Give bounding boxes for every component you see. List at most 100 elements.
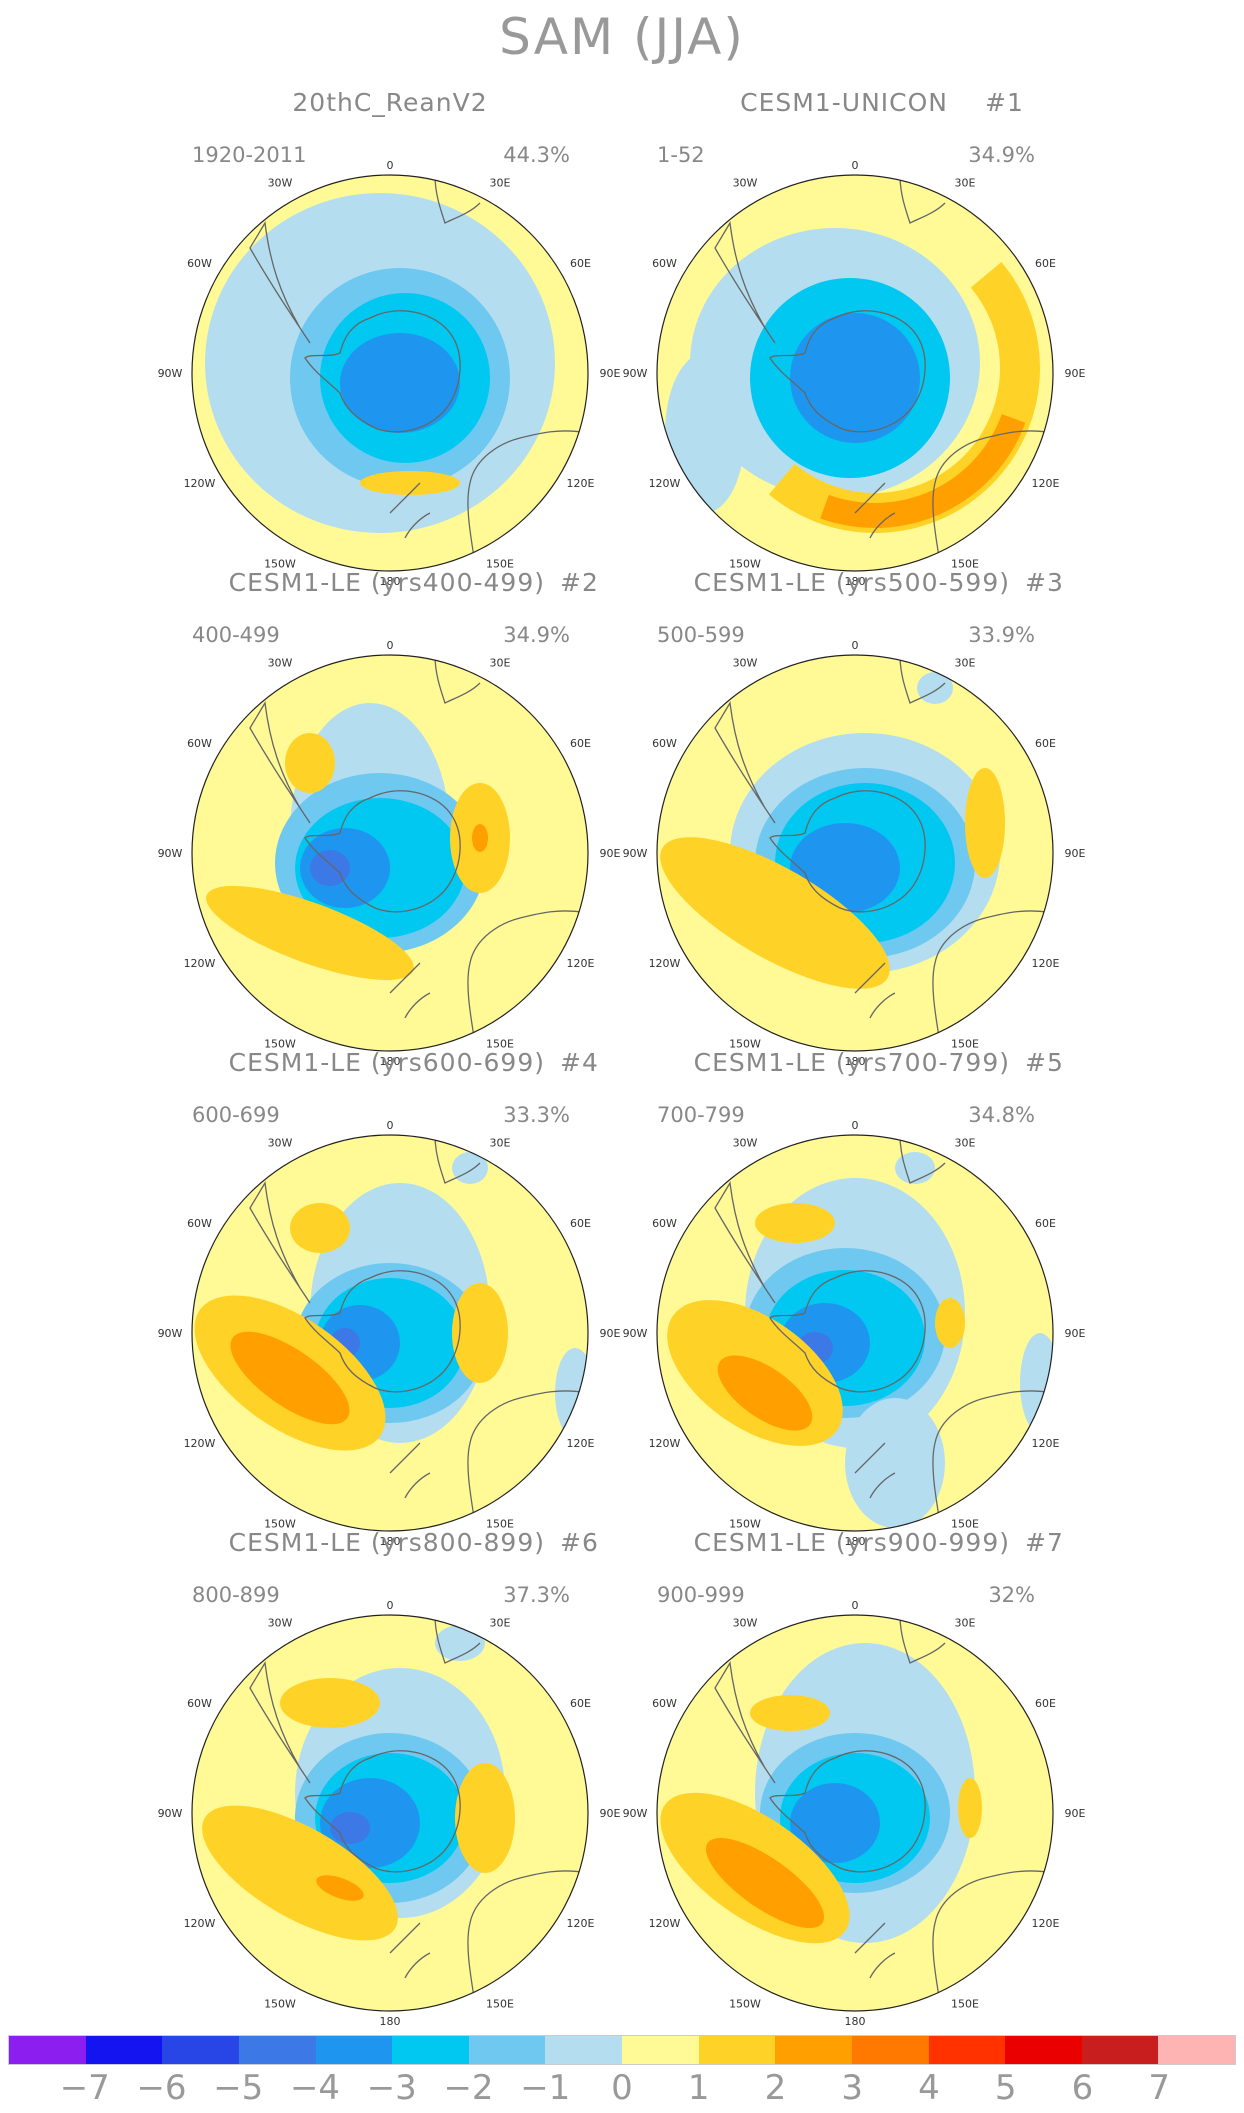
- longitude-label: 90W: [623, 1807, 648, 1820]
- panel-tag: #5: [1025, 1048, 1064, 1077]
- coast-new-zealand: [389, 482, 431, 539]
- coast-south-america: [249, 221, 311, 344]
- longitude-label: 150E: [486, 558, 514, 571]
- contour-region: [320, 1778, 420, 1868]
- coast-australia: [467, 1870, 588, 2004]
- contour-region: [755, 1203, 835, 1243]
- longitude-label: 120E: [567, 477, 595, 490]
- coast-africa: [434, 1135, 481, 1184]
- longitude-label: 30E: [955, 1617, 976, 1630]
- longitude-label: 30E: [955, 1137, 976, 1150]
- panel-title: CESM1-LE (yrs900-999): [693, 1528, 1010, 1557]
- longitude-label: 60E: [570, 737, 591, 750]
- colorbar-label: −6: [136, 2068, 187, 2108]
- contour-region: [705, 1837, 825, 1929]
- longitude-label: 120W: [649, 477, 681, 490]
- coast-africa: [899, 655, 946, 704]
- contour-region: [285, 733, 335, 793]
- contour-region: [360, 471, 460, 495]
- contour-region: [316, 1875, 364, 1901]
- contour-region: [280, 1678, 380, 1728]
- longitude-label: 180: [845, 575, 866, 588]
- coast-africa: [434, 175, 481, 224]
- colorbar-swatch: [851, 2036, 929, 2064]
- longitude-label: 90E: [600, 1327, 621, 1340]
- colorbar-swatch: [468, 2036, 546, 2064]
- longitude-label: 60W: [652, 1697, 677, 1710]
- colorbar-label: −1: [520, 2068, 571, 2108]
- longitude-label: 60W: [187, 1217, 212, 1230]
- longitude-label: 180: [380, 1055, 401, 1068]
- contour-region: [290, 1203, 350, 1253]
- longitude-label: 180: [845, 2015, 866, 2028]
- longitude-label: 120E: [567, 957, 595, 970]
- longitude-label: 180: [845, 1535, 866, 1548]
- coast-new-zealand: [389, 1922, 431, 1979]
- colorbar-swatch: [545, 2036, 622, 2064]
- longitude-label: 60W: [187, 737, 212, 750]
- longitude-label: 0: [852, 1599, 859, 1612]
- contour-region: [935, 1298, 965, 1348]
- polar-map: 0 30E 60E 90E 120E 150E 180 150W 120W 90W 60W 30W: [158, 1119, 621, 1548]
- longitude-label: 90E: [600, 367, 621, 380]
- contour-region: [310, 850, 350, 886]
- contour-region: [965, 768, 1005, 878]
- coast-new-zealand: [389, 962, 431, 1019]
- longitude-label: 150W: [264, 1518, 296, 1531]
- coast-south-america: [714, 701, 776, 824]
- panel-years: 800-899: [192, 1583, 280, 1607]
- polar-map: 0 30E 60E 90E 120E 150E 180 150W 120W 90W 60W 30W: [623, 1119, 1086, 1548]
- contour-region: [820, 414, 1026, 528]
- panel-title: CESM1-UNICON: [740, 88, 948, 117]
- colorbar-label: 6: [1071, 2068, 1094, 2108]
- contour-region: [790, 313, 920, 443]
- contour-region: [452, 1283, 508, 1383]
- longitude-label: 150W: [264, 558, 296, 571]
- map-border: [656, 654, 1054, 1052]
- polar-map: 0 30E 60E 90E 120E 150E 180 150W 120W 90W 60W 30W: [623, 1599, 1086, 2028]
- panel-title: CESM1-LE (yrs500-599): [693, 568, 1010, 597]
- contour-region: [555, 1348, 588, 1438]
- longitude-label: 150E: [486, 1998, 514, 2011]
- map-border: [656, 1134, 1054, 1532]
- longitude-label: 30W: [733, 1617, 758, 1630]
- longitude-label: 150E: [951, 1998, 979, 2011]
- longitude-label: 60E: [1035, 257, 1056, 270]
- panel-tag: #1: [985, 88, 1024, 117]
- coast-australia: [467, 1390, 588, 1524]
- longitude-label: 90W: [623, 847, 648, 860]
- polar-map: 0 30E 60E 90E 120E 150E 180 150W 120W 90W 60W 30W: [623, 639, 1086, 1068]
- longitude-label: 150W: [264, 1038, 296, 1051]
- longitude-label: 180: [380, 1535, 401, 1548]
- longitude-label: 150E: [951, 1518, 979, 1531]
- coast-africa: [434, 655, 481, 704]
- coast-antarctica: [769, 1750, 926, 1873]
- longitude-label: 150W: [729, 1998, 761, 2011]
- polar-map: 0 30E 60E 90E 120E 150E 180 150W 120W 90W 60W 30W: [158, 639, 621, 1068]
- longitude-label: 60E: [1035, 1697, 1056, 1710]
- colorbar-label: −4: [289, 2068, 341, 2108]
- longitude-label: 60W: [652, 1217, 677, 1230]
- longitude-label: 30E: [490, 657, 511, 670]
- colorbar-swatch: [238, 2036, 316, 2064]
- longitude-label: 180: [845, 1055, 866, 1068]
- coast-antarctica: [769, 790, 926, 913]
- panel-tag: #3: [1025, 568, 1064, 597]
- colorbar-label: 0: [611, 2068, 633, 2108]
- longitude-label: 0: [852, 1119, 859, 1132]
- panel-percent: 44.3%: [503, 143, 570, 167]
- contour-region: [455, 1763, 515, 1873]
- panel-tag: #7: [1025, 1528, 1064, 1557]
- longitude-label: 0: [387, 1599, 394, 1612]
- longitude-label: 60W: [652, 737, 677, 750]
- coast-south-america: [714, 1181, 776, 1304]
- coast-new-zealand: [854, 1922, 896, 1979]
- panel-percent: 34.8%: [968, 1103, 1035, 1127]
- longitude-label: 90W: [158, 1327, 183, 1340]
- longitude-label: 90W: [623, 367, 648, 380]
- longitude-label: 120E: [567, 1437, 595, 1450]
- coast-africa: [899, 175, 946, 224]
- longitude-label: 150W: [729, 1038, 761, 1051]
- longitude-label: 150W: [729, 558, 761, 571]
- contour-region: [917, 672, 953, 704]
